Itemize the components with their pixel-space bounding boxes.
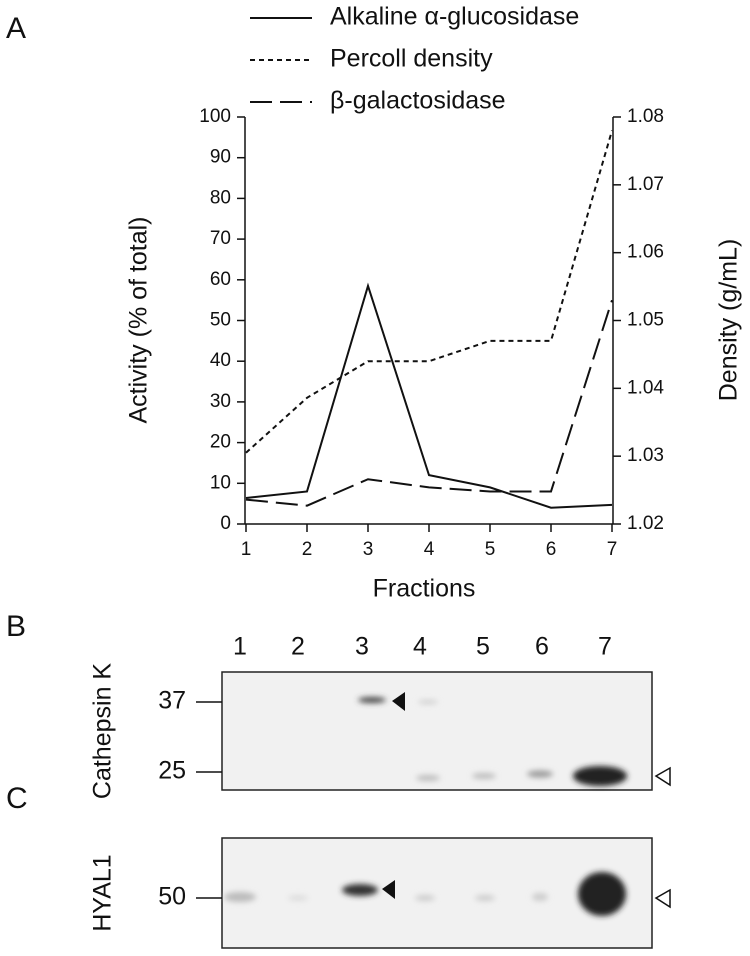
y2-tick-label: 1.05 bbox=[627, 310, 664, 331]
band bbox=[288, 895, 308, 901]
lane-label: 5 bbox=[476, 633, 490, 661]
panel-label: A bbox=[6, 12, 26, 45]
lane-label: 4 bbox=[413, 633, 427, 661]
y-tick-label: 0 bbox=[220, 513, 231, 534]
legend-label: Percoll density bbox=[330, 45, 493, 73]
y2-tick-label: 1.04 bbox=[627, 377, 664, 398]
y-tick-label: 80 bbox=[210, 187, 231, 208]
y-tick-label: 50 bbox=[210, 310, 231, 331]
blot-label: Cathepsin K bbox=[89, 663, 117, 800]
y-tick-label: 20 bbox=[210, 432, 231, 453]
band bbox=[224, 892, 256, 902]
band bbox=[358, 697, 386, 703]
y2-tick-label: 1.08 bbox=[627, 106, 664, 127]
y2-tick-label: 1.06 bbox=[627, 242, 664, 263]
y-tick-label: 90 bbox=[210, 147, 231, 168]
band bbox=[527, 770, 553, 778]
band bbox=[342, 884, 378, 896]
legend-label: Alkaline α-glucosidase bbox=[330, 3, 579, 31]
legend-label: β-galactosidase bbox=[330, 87, 506, 115]
x-tick-label: 5 bbox=[485, 539, 496, 560]
y-tick-label: 40 bbox=[210, 350, 231, 371]
lane-label: 6 bbox=[535, 633, 549, 661]
lane-label: 3 bbox=[355, 633, 369, 661]
y2-tick-label: 1.02 bbox=[627, 513, 664, 534]
panel-label: C bbox=[6, 782, 28, 815]
band bbox=[415, 895, 435, 901]
arrow-filled bbox=[382, 880, 395, 899]
lane-label: 7 bbox=[598, 633, 612, 661]
panel-label: B bbox=[6, 610, 26, 643]
arrow-open bbox=[654, 766, 671, 787]
series-line bbox=[245, 130, 613, 454]
lane-label: 1 bbox=[233, 633, 247, 661]
x-tick-label: 6 bbox=[546, 539, 557, 560]
y-tick-label: 10 bbox=[210, 472, 231, 493]
bands bbox=[358, 697, 627, 786]
y-axis-label: Activity (% of total) bbox=[125, 217, 153, 424]
band bbox=[532, 893, 548, 901]
series-line bbox=[245, 299, 613, 507]
arrow-open bbox=[654, 888, 671, 909]
x-tick-label: 7 bbox=[607, 539, 618, 560]
x-tick-label: 1 bbox=[241, 539, 252, 560]
marker-label: 50 bbox=[158, 883, 186, 911]
y2-axis-label: Density (g/mL) bbox=[715, 239, 743, 402]
marker-label: 25 bbox=[158, 757, 186, 785]
y2-tick-label: 1.07 bbox=[627, 174, 664, 195]
y2-tick-label: 1.03 bbox=[627, 445, 664, 466]
band bbox=[472, 773, 496, 779]
band bbox=[416, 775, 440, 781]
y-tick-label: 60 bbox=[210, 269, 231, 290]
band bbox=[573, 766, 627, 786]
blot-label: HYAL1 bbox=[89, 854, 117, 931]
x-axis-label: Fractions bbox=[373, 575, 476, 603]
band bbox=[475, 895, 495, 901]
y-tick-label: 30 bbox=[210, 391, 231, 412]
band bbox=[418, 700, 438, 704]
x-tick-label: 2 bbox=[302, 539, 313, 560]
marker-label: 37 bbox=[158, 687, 186, 715]
lane-label: 2 bbox=[291, 633, 305, 661]
bands bbox=[224, 872, 626, 916]
y-tick-label: 70 bbox=[210, 228, 231, 249]
band bbox=[578, 872, 626, 916]
x-tick-label: 4 bbox=[424, 539, 435, 560]
series-line bbox=[245, 282, 613, 509]
x-tick-label: 3 bbox=[363, 539, 374, 560]
y-tick-label: 100 bbox=[199, 106, 231, 127]
arrow-filled bbox=[392, 692, 405, 711]
